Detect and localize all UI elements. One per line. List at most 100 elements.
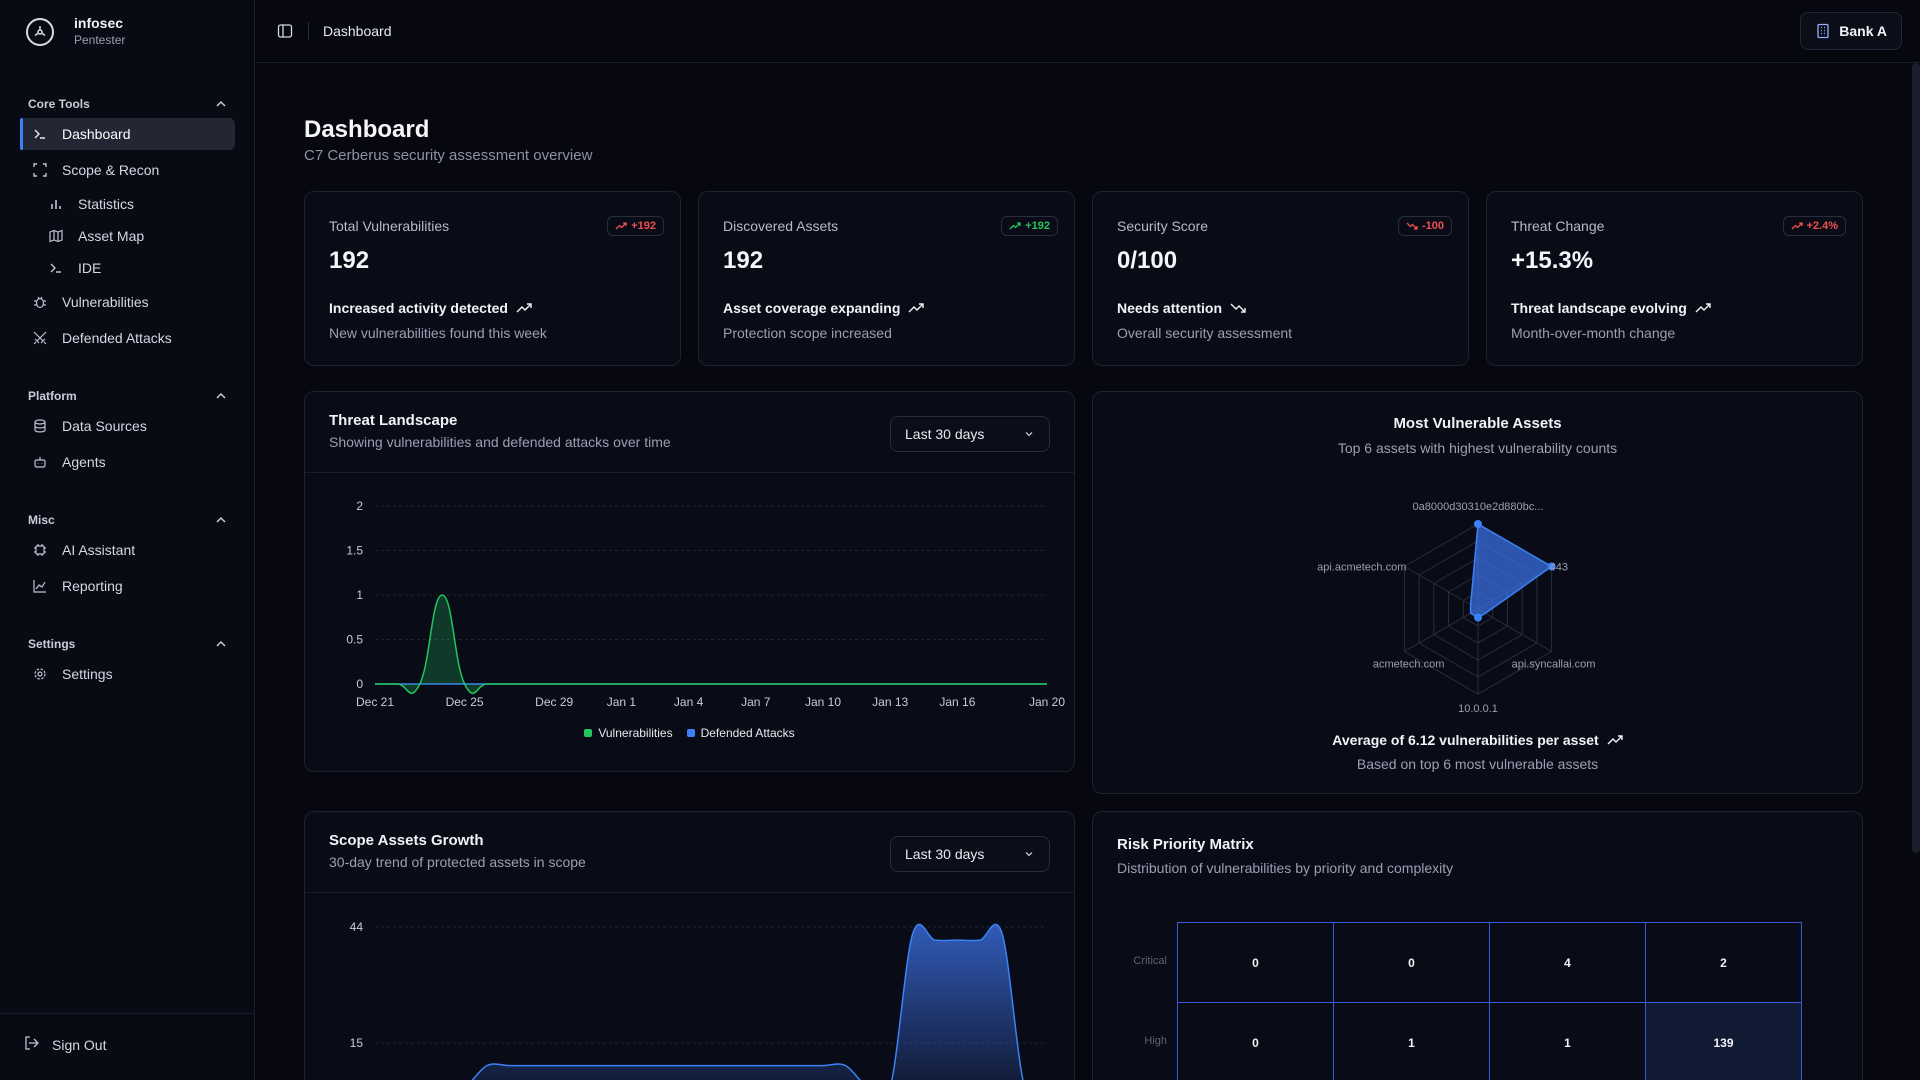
stat-footer: Asset coverage expanding	[723, 300, 925, 316]
sidebar-item-label: Settings	[62, 666, 113, 682]
stat-footer-label: Increased activity detected	[329, 300, 508, 316]
stat-badge-value: +192	[1025, 220, 1050, 232]
x-tick-label: Jan 7	[741, 695, 771, 709]
breadcrumb[interactable]: Dashboard	[323, 23, 392, 39]
brand[interactable]: infosec Pentester	[0, 0, 255, 63]
sidebar-divider	[0, 1013, 255, 1014]
radar-spoke	[1477, 608, 1552, 652]
legend-item-defended-attacks[interactable]: Defended Attacks	[686, 726, 795, 740]
nav-section-core-header[interactable]: Core Tools	[20, 94, 235, 114]
sidebar-item-agents[interactable]: Agents	[20, 446, 235, 478]
matrix-cell[interactable]: 0	[1333, 922, 1490, 1003]
matrix-cell[interactable]: 0	[1177, 922, 1334, 1003]
legend-label: Defended Attacks	[700, 726, 795, 740]
stat-badge-value: +192	[631, 220, 656, 232]
matrix-cell[interactable]: 0	[1177, 1002, 1334, 1080]
stat-badge-value: +2.4%	[1806, 220, 1839, 232]
page-scrollbar[interactable]	[1912, 63, 1920, 853]
x-tick-label: Jan 20	[1029, 695, 1065, 709]
stat-footer-label: Asset coverage expanding	[723, 300, 901, 316]
panel-subtitle: 30-day trend of protected assets in scop…	[329, 854, 586, 870]
sidebar-item-asset-map[interactable]: Asset Map	[36, 222, 235, 250]
x-tick-label: Jan 13	[872, 695, 908, 709]
series-line	[471, 923, 1024, 1080]
stat-card-total-vulnerabilities: Total Vulnerabilities 192 +192 Increased…	[304, 191, 681, 366]
stat-value: 0/100	[1117, 247, 1178, 274]
sidebar-item-statistics[interactable]: Statistics	[36, 190, 235, 218]
sidebar-item-label: Asset Map	[78, 228, 145, 244]
stat-label: Discovered Assets	[723, 218, 839, 234]
nav-section-platform-header[interactable]: Platform	[20, 386, 235, 406]
stat-footer: Increased activity detected	[329, 300, 532, 316]
stat-card-discovered-assets: Discovered Assets 192 +192 Asset coverag…	[698, 191, 1075, 366]
sign-out-label: Sign Out	[52, 1036, 107, 1053]
matrix-cell[interactable]: 1	[1333, 1002, 1490, 1080]
matrix-cell[interactable]: 2	[1645, 922, 1802, 1003]
sidebar-toggle-button[interactable]	[272, 18, 298, 44]
radar-spoke	[1404, 566, 1479, 610]
matrix-cell[interactable]: 1	[1489, 1002, 1646, 1080]
stat-badge: +192	[1001, 216, 1058, 236]
legend-swatch	[686, 729, 695, 737]
nav-section-misc-header[interactable]: Misc	[20, 510, 235, 530]
line-chart-icon	[32, 578, 48, 594]
matrix-cell[interactable]: 139	[1645, 1002, 1802, 1080]
radar-spoke	[1404, 608, 1479, 652]
trending-up-icon	[1607, 735, 1623, 745]
brand-name: infosec	[74, 15, 124, 31]
sidebar-item-reporting[interactable]: Reporting	[20, 570, 235, 602]
trending-up-icon	[516, 303, 532, 313]
time-range-select[interactable]: Last 30 days	[890, 836, 1050, 872]
chevron-up-icon	[216, 516, 226, 523]
sidebar-item-settings[interactable]: Settings	[20, 658, 235, 690]
nav-section-settings-header[interactable]: Settings	[20, 634, 235, 654]
matrix-row-label: High	[1144, 1035, 1167, 1047]
sidebar-item-ai-assistant[interactable]: AI Assistant	[20, 534, 235, 566]
topbar: Dashboard Bank A	[256, 0, 1920, 63]
chevron-up-icon	[216, 392, 226, 399]
sign-out-button[interactable]: Sign Out	[24, 1035, 106, 1054]
x-tick-label: Dec 25	[446, 695, 484, 709]
sidebar-item-label: AI Assistant	[62, 542, 136, 558]
matrix-row-label: Critical	[1133, 955, 1167, 967]
sidebar-item-label: Dashboard	[62, 126, 131, 142]
brand-logo-icon	[26, 17, 54, 46]
org-switcher-button[interactable]: Bank A	[1800, 12, 1902, 50]
panel-divider	[305, 472, 1074, 473]
panel-subtitle: Top 6 assets with highest vulnerability …	[1337, 440, 1618, 456]
matrix-cell[interactable]: 4	[1489, 922, 1646, 1003]
sidebar-item-label: Vulnerabilities	[62, 294, 149, 310]
sidebar-item-vulnerabilities[interactable]: Vulnerabilities	[20, 286, 235, 318]
panel-left-icon	[277, 24, 293, 38]
chevron-up-icon	[216, 100, 226, 107]
trending-up-icon	[1791, 222, 1803, 230]
radar-area	[1469, 522, 1554, 619]
stat-card-threat-change: Threat Change +15.3% +2.4% Threat landsc…	[1486, 191, 1863, 366]
legend-item-vulnerabilities[interactable]: Vulnerabilities	[584, 726, 673, 740]
series-vulnerabilities	[374, 594, 1047, 694]
nav-section-core: Core Tools Dashboard Scope & Recon Stati…	[20, 94, 235, 354]
trending-up-icon	[908, 303, 925, 313]
gear-icon	[32, 666, 48, 682]
sidebar-item-dashboard[interactable]: Dashboard	[20, 118, 235, 150]
sidebar-item-data-sources[interactable]: Data Sources	[20, 410, 235, 442]
x-tick-label: Jan 1	[607, 695, 637, 709]
panel-title: Most Vulnerable Assets	[1393, 415, 1562, 432]
sidebar-item-scope[interactable]: Scope & Recon	[20, 154, 235, 186]
x-tick-label: Dec 29	[535, 695, 573, 709]
stat-badge: -100	[1397, 216, 1452, 236]
series-line	[374, 594, 1047, 694]
y-tick-label: 2	[356, 499, 363, 513]
radar-chart: 0a8000d30310e2d880bc... 443 api.syncallai.…	[1317, 501, 1595, 712]
series-area	[375, 595, 1047, 694]
stat-label: Security Score	[1117, 218, 1209, 234]
stat-value: 192	[329, 247, 370, 274]
sidebar-item-ide[interactable]: IDE	[36, 254, 235, 282]
series-area	[472, 924, 1023, 1080]
nav-section-platform-title: Platform	[28, 389, 77, 403]
sidebar-item-defended-attacks[interactable]: Defended Attacks	[20, 322, 235, 354]
time-range-select[interactable]: Last 30 days	[890, 416, 1050, 452]
building-icon	[1817, 23, 1829, 39]
